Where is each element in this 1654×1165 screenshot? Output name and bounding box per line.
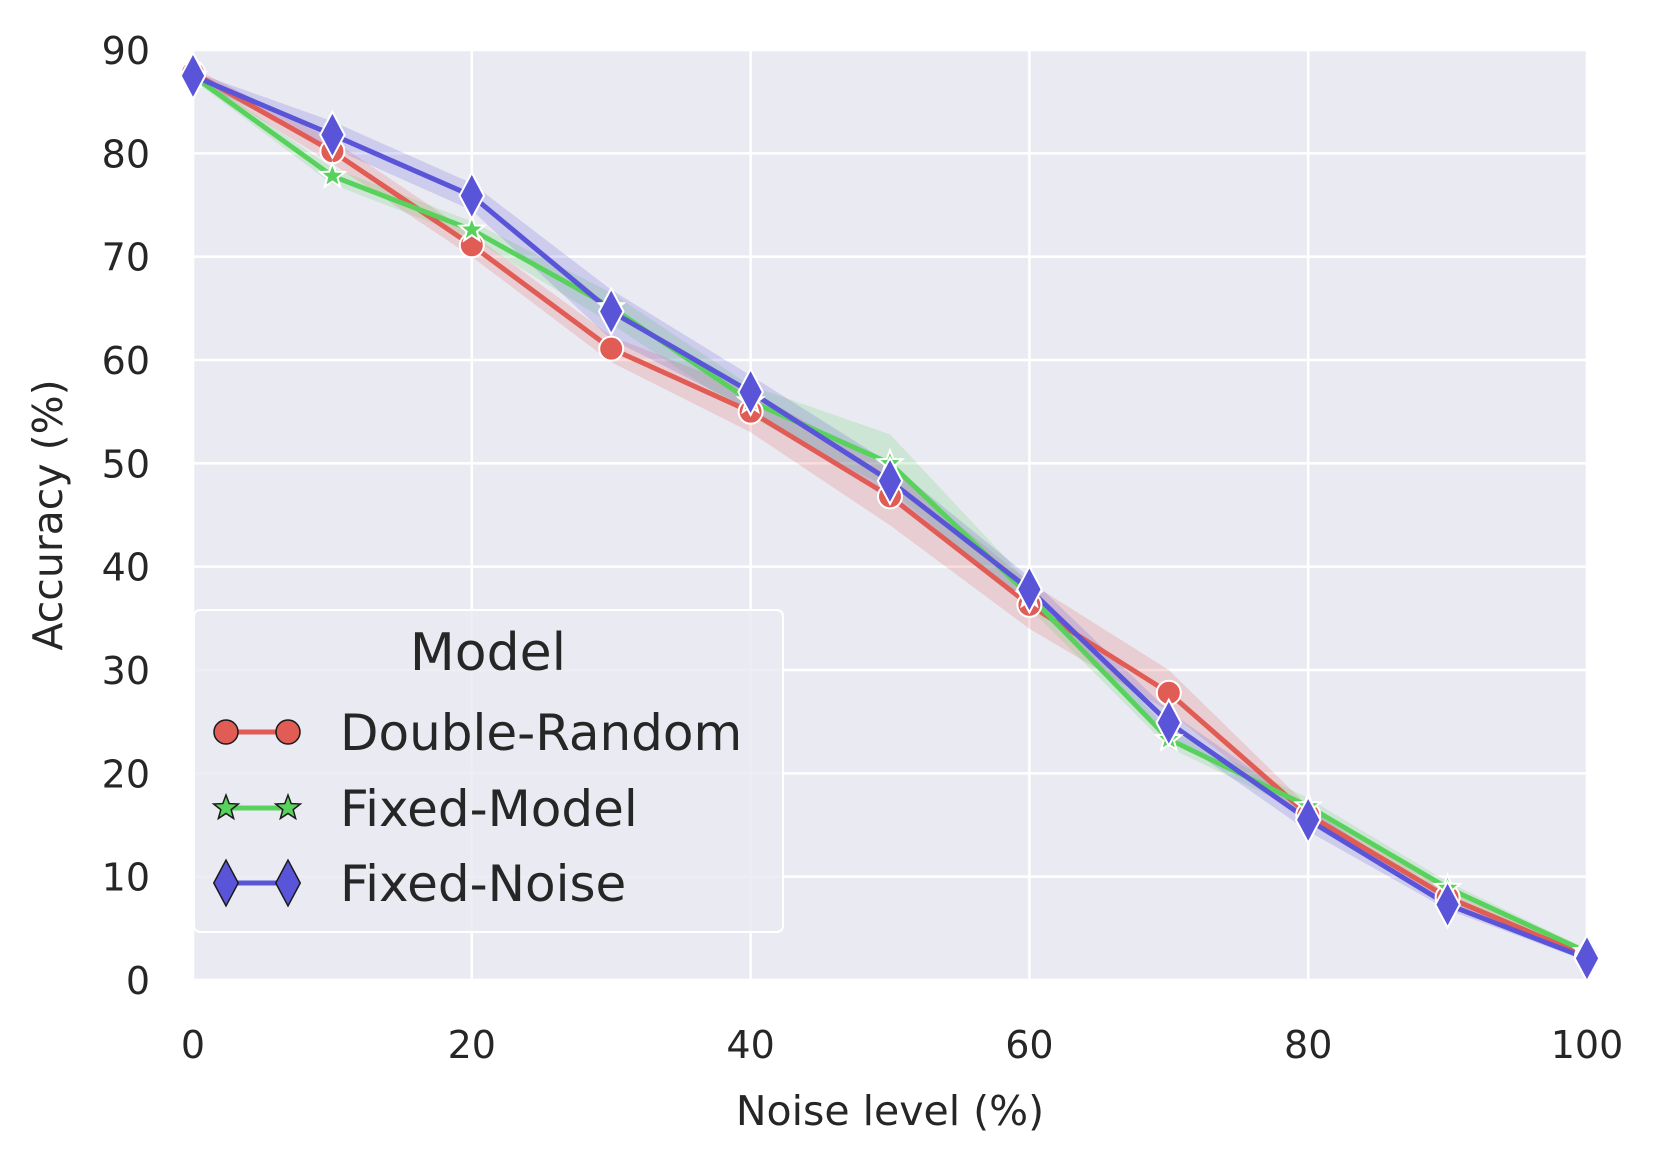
data-point: [179, 50, 207, 101]
data-point: [597, 286, 625, 337]
x-tick-label: 0: [181, 1023, 205, 1067]
data-point: [598, 335, 625, 362]
legend-label: Double-Random: [340, 704, 742, 762]
data-point: [1573, 933, 1601, 984]
legend-label: Fixed-Noise: [340, 855, 626, 913]
y-tick-label: 90: [102, 29, 150, 73]
legend-label: Fixed-Model: [340, 780, 638, 838]
y-tick-label: 20: [102, 752, 150, 796]
data-point: [1434, 879, 1461, 930]
y-tick-label: 10: [102, 856, 150, 900]
data-point: [458, 232, 485, 259]
y-tick-label: 30: [102, 649, 150, 693]
y-axis-label: Accuracy (%): [24, 379, 72, 650]
legend-entries: Double-Random Fixed-Model Fixed-Noise: [211, 704, 742, 913]
legend-title: Model: [410, 623, 566, 683]
y-tick-label: 70: [102, 236, 150, 280]
tick-labels: 0 20 40 60 80 100 0 10 20 30 40 50 60 70 80 90: [102, 29, 1624, 1067]
legend-swatch-marker: [273, 792, 303, 821]
data-point: [876, 455, 904, 506]
y-tick-label: 40: [102, 546, 150, 590]
confidence-band: [193, 67, 1587, 960]
y-tick-label: 60: [102, 339, 150, 383]
data-point: [456, 213, 487, 243]
series-markers: [177, 50, 1603, 984]
x-tick-label: 60: [1005, 1023, 1053, 1067]
data-point: [1294, 794, 1322, 845]
data-point: [737, 366, 764, 418]
legend-swatch-marker: [212, 858, 240, 908]
legend: Model Double-Random Fixed-Model Fixed-Nois…: [193, 609, 784, 933]
x-axis-label: Noise level (%): [736, 1087, 1044, 1135]
y-tick-label: 50: [102, 442, 150, 486]
x-tick-label: 80: [1284, 1023, 1332, 1067]
legend-swatch-marker: [211, 792, 241, 821]
x-tick-label: 20: [448, 1023, 496, 1067]
data-point: [319, 109, 346, 160]
data-point: [1155, 697, 1183, 748]
x-tick-label: 40: [726, 1023, 774, 1067]
legend-swatch-marker: [274, 858, 302, 908]
y-tick-label: 0: [126, 959, 150, 1003]
legend-frame: [193, 609, 784, 933]
legend-swatch-marker: [275, 719, 301, 745]
confidence-bands: [193, 67, 1587, 962]
y-tick-label: 80: [102, 132, 150, 176]
data-point: [317, 160, 348, 189]
x-tick-label: 100: [1551, 1023, 1624, 1067]
data-point: [1016, 564, 1043, 615]
data-point: [458, 170, 486, 221]
legend-swatch-marker: [213, 719, 239, 745]
